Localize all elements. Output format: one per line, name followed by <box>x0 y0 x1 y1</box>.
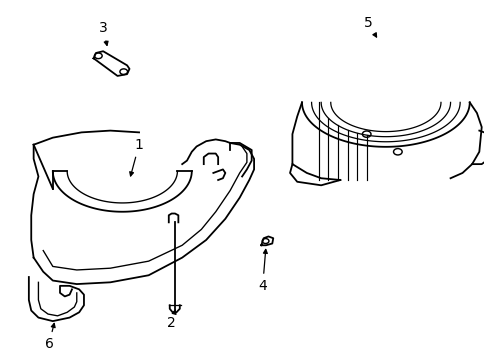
Text: 6: 6 <box>44 323 55 351</box>
Text: 4: 4 <box>258 249 267 293</box>
Text: 1: 1 <box>129 138 143 176</box>
Text: 5: 5 <box>363 16 376 37</box>
Text: 3: 3 <box>99 21 108 45</box>
Text: 2: 2 <box>167 310 176 330</box>
